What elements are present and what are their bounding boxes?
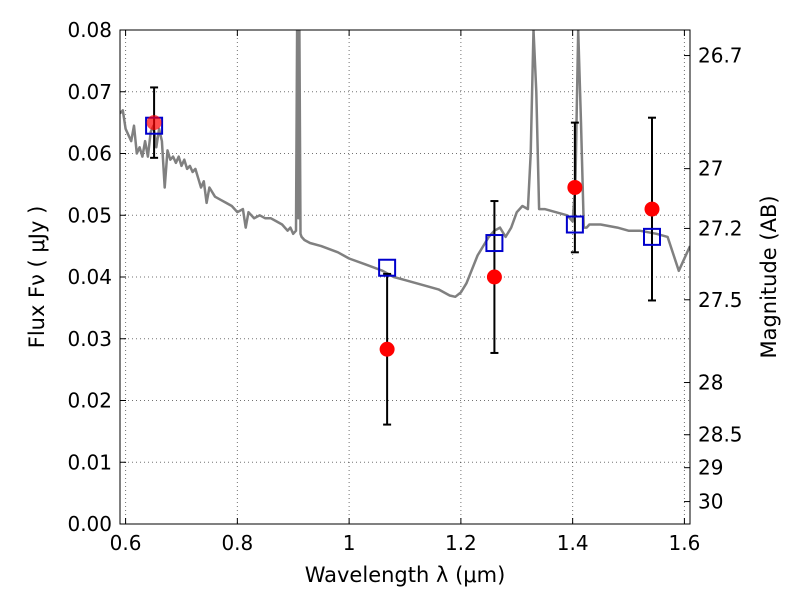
y-tick-label: 0.01 xyxy=(67,450,112,474)
y-tick-label: 0.07 xyxy=(67,80,112,104)
observed-point xyxy=(379,341,395,357)
x-axis-title: Wavelength λ (μm) xyxy=(305,563,506,587)
model-point xyxy=(378,258,397,277)
x-tick-label: 1.6 xyxy=(669,531,701,555)
y-axis-title: Flux Fν ( μJy ) xyxy=(25,206,49,349)
y2-tick-label: 30 xyxy=(698,490,723,514)
observed-point xyxy=(567,179,583,195)
observed-point xyxy=(644,201,660,217)
sed-line xyxy=(120,30,690,299)
observed-point xyxy=(486,269,502,285)
series-layer xyxy=(120,30,690,299)
model-point xyxy=(643,227,661,246)
y-tick-label: 0.06 xyxy=(67,142,112,166)
y-tick-label: 0.00 xyxy=(67,512,112,536)
x-tick-label: 1.2 xyxy=(445,531,477,555)
y2-tick-label: 28.5 xyxy=(698,423,743,447)
y2-axis-title: Magnitude (AB) xyxy=(757,195,781,358)
points-layer xyxy=(145,86,661,426)
y2-tick-label: 27.5 xyxy=(698,288,743,312)
y-tick-label: 0.05 xyxy=(67,203,112,227)
model-point xyxy=(565,215,584,234)
y2-tick-label: 29 xyxy=(698,456,723,480)
y2-tick-label: 26.7 xyxy=(698,44,743,68)
plot-area xyxy=(120,30,690,299)
y2-tick-label: 27.2 xyxy=(698,216,743,240)
y2-tick-label: 27 xyxy=(698,157,723,181)
y2-tick-label: 28 xyxy=(698,371,723,395)
y-tick-label: 0.03 xyxy=(67,327,112,351)
axis-ticks: 0.6 0.8 1 1.2 1.4 1.6 0.00 0.01 0.02 0.03 0.04 0.05… xyxy=(67,18,742,555)
x-tick-label: 0.6 xyxy=(110,531,142,555)
y-tick-label: 0.04 xyxy=(67,265,112,289)
y-tick-label: 0.08 xyxy=(67,18,112,42)
x-tick-label: 1.4 xyxy=(557,531,589,555)
observed-point xyxy=(146,115,162,131)
model-point xyxy=(485,234,504,253)
x-tick-label: 0.8 xyxy=(221,531,253,555)
y-tick-label: 0.02 xyxy=(67,389,112,413)
x-tick-label: 1 xyxy=(343,531,356,555)
